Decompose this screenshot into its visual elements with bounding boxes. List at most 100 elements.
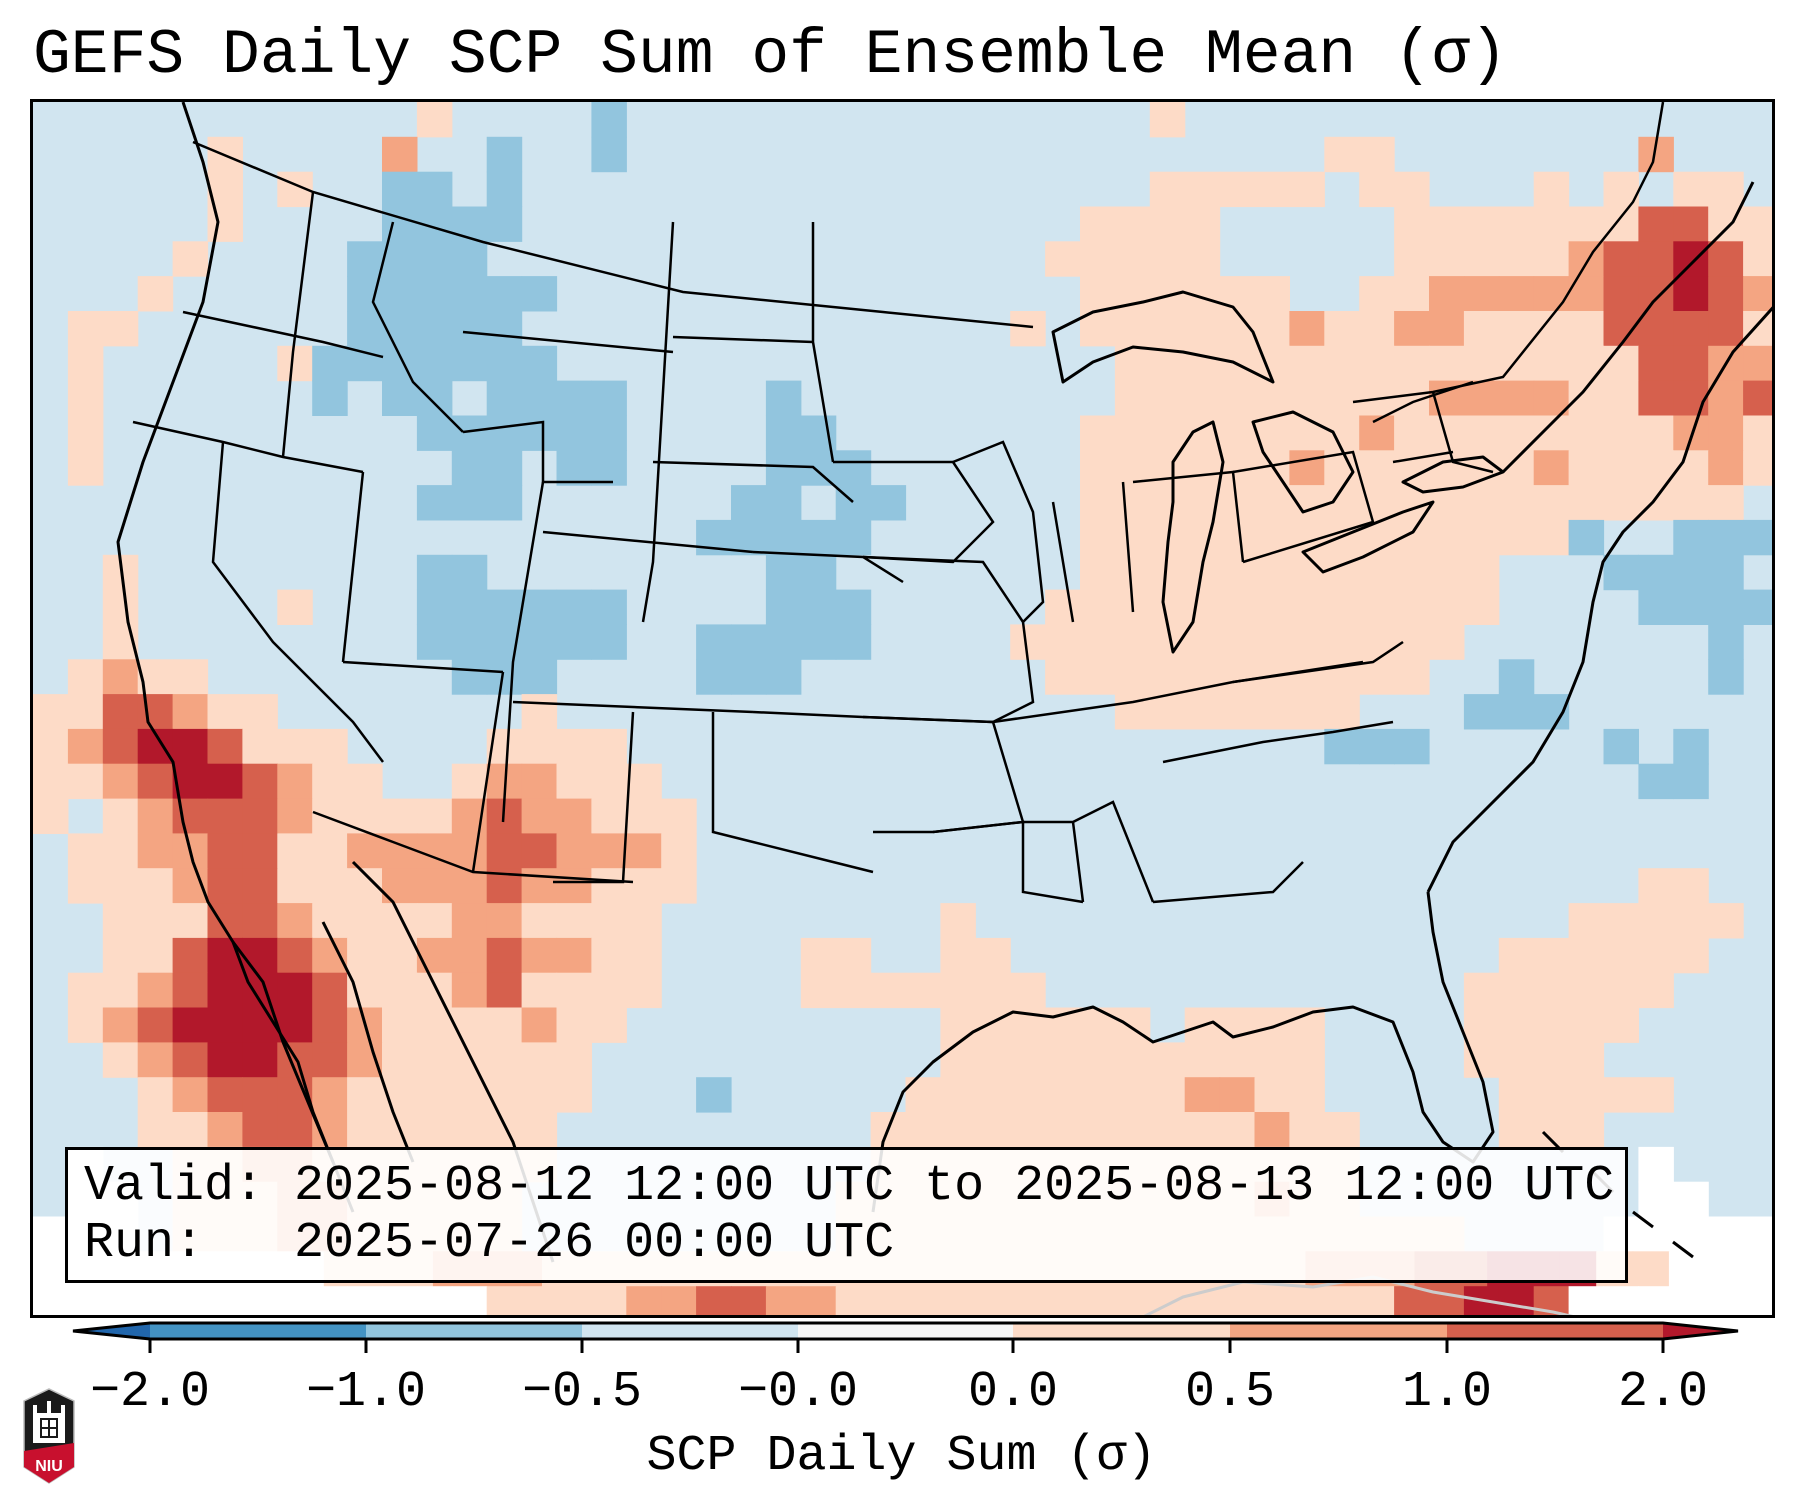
- field-cell: [1289, 589, 1325, 625]
- field-cell: [1359, 589, 1395, 625]
- wa-or-border: [182, 310, 384, 359]
- field-cell: [451, 485, 488, 521]
- field-cell: [1289, 380, 1325, 416]
- field-cell: [1429, 241, 1465, 277]
- or-ca-nv-border: [132, 420, 364, 474]
- field-cell: [1568, 1007, 1605, 1043]
- field-cell: [940, 1077, 976, 1113]
- field-cell: [67, 380, 104, 416]
- field-cell: [521, 380, 558, 416]
- field-cell: [451, 206, 488, 242]
- field-cell: [1708, 1216, 1744, 1252]
- field-cell: [1708, 415, 1744, 451]
- field-cell: [1080, 276, 1116, 312]
- field-cell: [800, 519, 837, 556]
- field-cell: [1533, 206, 1570, 242]
- field-cell: [312, 1042, 348, 1078]
- colorbar-tick-label: 1.0: [1401, 1364, 1493, 1421]
- field-cell: [1498, 206, 1535, 242]
- field-cell: [556, 728, 592, 765]
- field-cell: [556, 380, 592, 416]
- field-cell: [940, 937, 976, 974]
- field-cell: [1568, 1042, 1605, 1078]
- field-cell: [661, 1286, 697, 1315]
- field-cell: [1743, 450, 1772, 486]
- ca-nv-border: [211, 441, 384, 763]
- field-cell: [67, 868, 104, 904]
- field-cell: [1533, 485, 1570, 521]
- field-cell: [870, 485, 907, 521]
- field-cell: [382, 206, 418, 242]
- field-cell: [591, 415, 627, 451]
- field-cell: [1080, 589, 1116, 625]
- field-cell: [33, 763, 69, 800]
- field-cell: [1184, 1042, 1221, 1078]
- field-cell: [556, 868, 592, 904]
- field-cell: [207, 1286, 243, 1315]
- field-cell: [1359, 136, 1395, 173]
- field-cell: [1289, 624, 1325, 660]
- field-cell: [312, 1286, 348, 1315]
- field-cell: [1080, 415, 1116, 451]
- field-cell: [1114, 519, 1151, 556]
- field-cell: [1219, 171, 1256, 208]
- field-cell: [1080, 1286, 1116, 1315]
- field-cell: [102, 903, 139, 939]
- field-cell: [1324, 728, 1360, 765]
- field-cell: [1219, 659, 1256, 695]
- field-cell: [1254, 554, 1290, 591]
- field-cell: [1708, 171, 1744, 208]
- field-cell: [172, 728, 209, 765]
- field-cell: [1114, 659, 1151, 695]
- field-cell: [1603, 903, 1639, 939]
- field-cell: [1673, 519, 1709, 556]
- field-cell: [102, 798, 139, 834]
- field-cell: [1080, 1007, 1116, 1043]
- field-cell: [382, 1007, 418, 1043]
- field-cell: [1568, 1286, 1605, 1315]
- la-border: [932, 820, 1084, 904]
- field-cell: [521, 276, 558, 312]
- field-cell: [277, 728, 313, 765]
- field-cell: [591, 937, 627, 974]
- id-mt-border: [371, 221, 464, 433]
- field-cell: [416, 589, 453, 625]
- field-cell: [521, 972, 558, 1009]
- ut-co-border: [501, 481, 545, 823]
- field-cell: [137, 833, 174, 869]
- field-cell: [1603, 972, 1639, 1009]
- field-cell: [486, 903, 523, 939]
- field-cell: [486, 415, 523, 451]
- field-cell: [1184, 171, 1221, 208]
- field-cell: [102, 1042, 139, 1078]
- field-cell: [591, 728, 627, 765]
- field-cell: [1743, 589, 1772, 625]
- field-cell: [1324, 624, 1360, 660]
- field-cell: [1149, 1112, 1186, 1148]
- map-panel[interactable]: [30, 99, 1775, 1318]
- field-cell: [486, 1042, 523, 1078]
- field-cell: [277, 1286, 313, 1315]
- field-cell: [1638, 972, 1674, 1009]
- field-cell: [1498, 1286, 1535, 1315]
- field-cell: [102, 728, 139, 765]
- field-cell: [591, 450, 627, 486]
- field-cell: [626, 798, 662, 834]
- field-cell: [1533, 415, 1570, 451]
- field-cell: [33, 798, 69, 834]
- field-cell: [1638, 345, 1674, 382]
- field-cell: [1638, 1216, 1674, 1252]
- field-cell: [765, 554, 802, 591]
- field-cell: [416, 1077, 453, 1113]
- field-cell: [67, 1007, 104, 1043]
- field-cell: [765, 1286, 802, 1315]
- field-cell: [172, 798, 209, 834]
- field-cell: [67, 415, 104, 451]
- field-cell: [137, 972, 174, 1009]
- field-cell: [1184, 450, 1221, 486]
- field-cell: [486, 833, 523, 869]
- field-cell: [67, 1286, 104, 1315]
- field-cell: [1463, 972, 1500, 1009]
- field-cell: [1708, 276, 1744, 312]
- mt-wy-border: [462, 330, 674, 354]
